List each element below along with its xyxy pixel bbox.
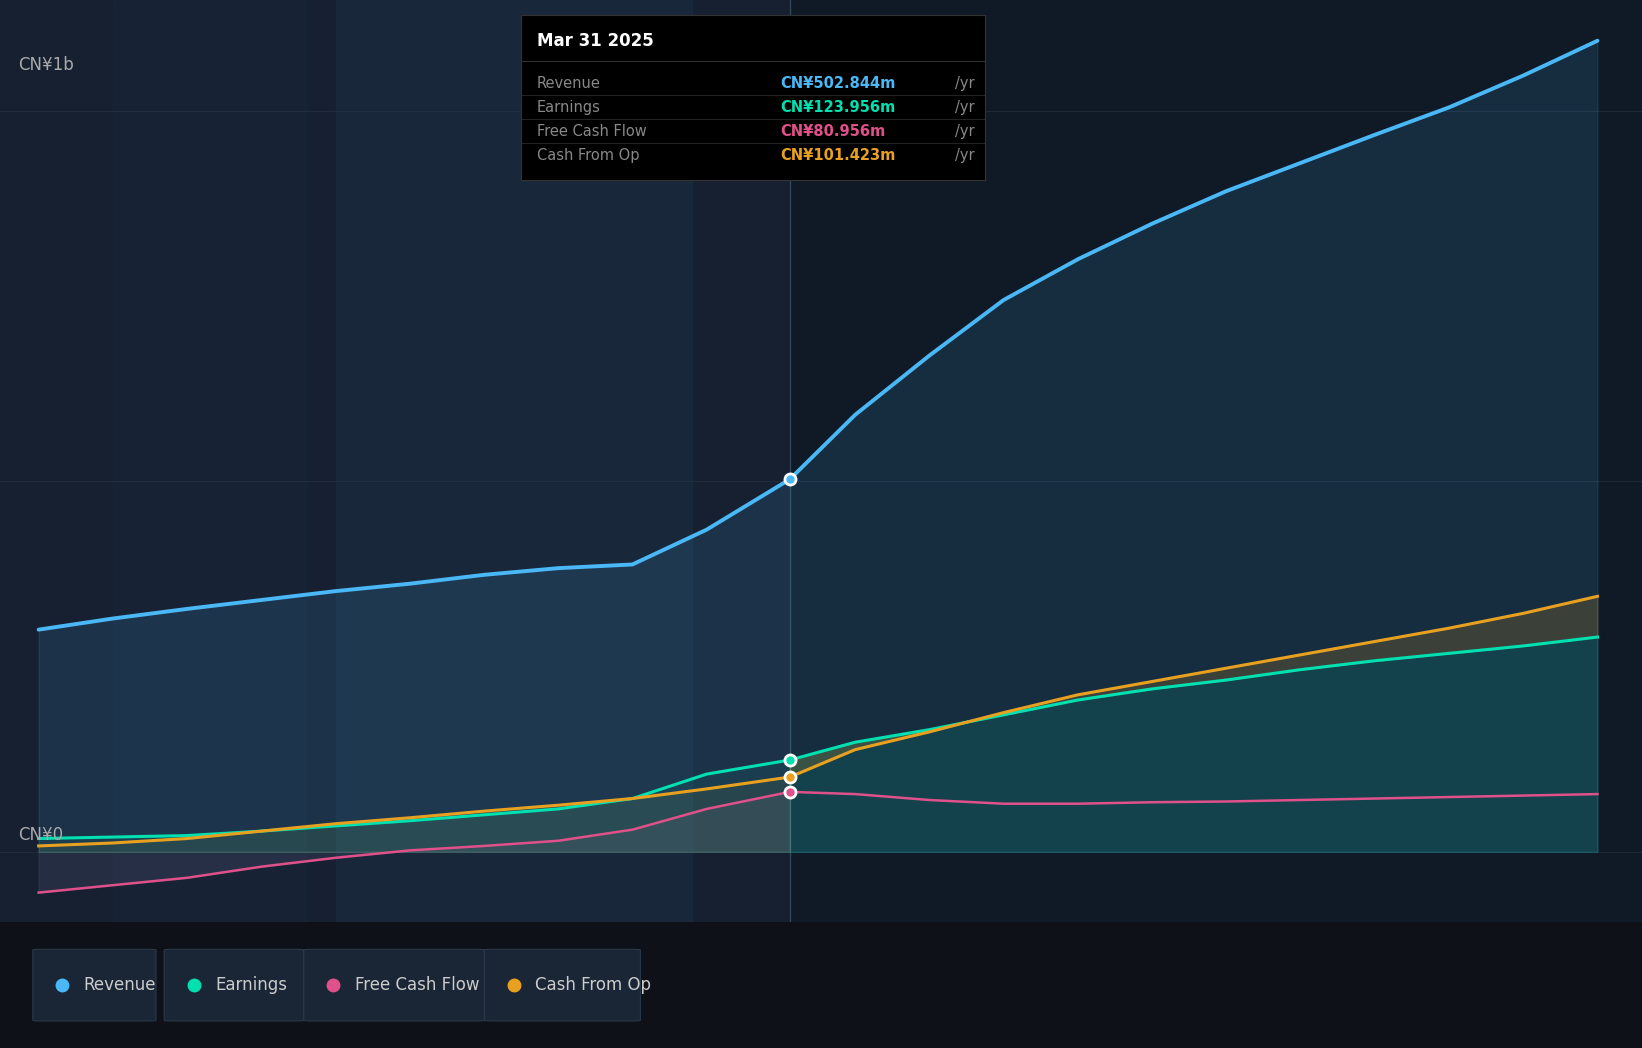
FancyBboxPatch shape [164,949,304,1021]
Text: Revenue: Revenue [84,976,156,995]
Text: /yr: /yr [956,100,975,115]
Bar [790,0,1642,922]
Text: Cash From Op: Cash From Op [537,148,639,162]
Text: CN¥1b: CN¥1b [18,57,74,74]
Text: CN¥123.956m: CN¥123.956m [780,100,897,115]
Text: CN¥502.844m: CN¥502.844m [780,75,897,91]
Text: Analysts Forecasts: Analysts Forecasts [808,56,962,73]
Bar [113,0,305,922]
FancyBboxPatch shape [484,949,640,1021]
Text: /yr: /yr [956,124,975,139]
Text: /yr: /yr [956,148,975,162]
Text: Mar 31 2025: Mar 31 2025 [537,32,654,50]
Text: Revenue: Revenue [537,75,601,91]
Text: Free Cash Flow: Free Cash Flow [355,976,479,995]
Text: /yr: /yr [956,75,975,91]
Text: CN¥101.423m: CN¥101.423m [780,148,897,162]
Text: Free Cash Flow: Free Cash Flow [537,124,647,139]
Bar [0,0,790,922]
FancyBboxPatch shape [304,949,484,1021]
Text: Earnings: Earnings [537,100,601,115]
Text: Earnings: Earnings [215,976,287,995]
Text: CN¥0: CN¥0 [18,827,62,845]
Text: Cash From Op: Cash From Op [535,976,652,995]
Text: CN¥80.956m: CN¥80.956m [780,124,887,139]
Text: Past: Past [737,56,772,73]
Bar [335,0,691,922]
FancyBboxPatch shape [33,949,156,1021]
